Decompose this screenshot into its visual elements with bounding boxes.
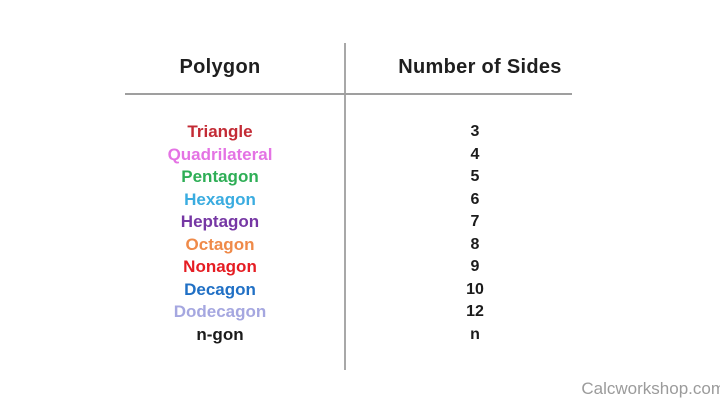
watermark-text: Calcworkshop.com <box>581 379 720 398</box>
sides-value: 3 <box>470 123 480 140</box>
sides-value: 12 <box>466 303 484 320</box>
header-underline <box>125 93 572 95</box>
polygon-name: Heptagon <box>180 212 260 231</box>
polygon-name-column: Triangle Quadrilateral Pentagon Hexagon … <box>110 121 330 346</box>
polygon-name: Triangle <box>187 122 253 141</box>
sides-value: 9 <box>470 258 480 275</box>
sides-value: 7 <box>470 213 480 230</box>
polygon-column-header: Polygon <box>179 56 261 78</box>
sides-value: 8 <box>470 235 480 253</box>
polygon-name: Quadrilateral <box>167 144 273 164</box>
polygon-name: Pentagon <box>181 167 259 186</box>
polygon-name: Dodecagon <box>173 302 267 321</box>
polygon-name: Octagon <box>185 234 255 254</box>
sides-column-header: Number of Sides <box>398 56 562 78</box>
polygon-name: Nonagon <box>183 257 257 276</box>
polygon-name: Decagon <box>184 279 256 299</box>
sides-value: 4 <box>470 145 480 163</box>
sides-value: n <box>470 325 480 343</box>
sides-value: 6 <box>470 190 480 208</box>
polygon-name: n-gon <box>196 324 244 344</box>
polygon-name: Hexagon <box>184 189 256 209</box>
sides-value-column: 3 4 5 6 7 8 9 10 12 n <box>375 121 575 346</box>
column-divider-line <box>344 43 346 370</box>
sides-value: 5 <box>470 168 480 185</box>
sides-value: 10 <box>466 280 484 298</box>
